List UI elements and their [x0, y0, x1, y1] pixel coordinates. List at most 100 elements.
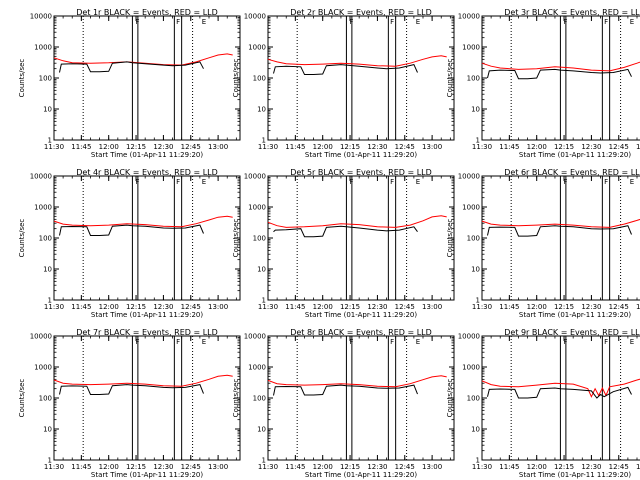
y-tick-label: 100: [467, 235, 480, 243]
x-tick-label: 12:45: [609, 143, 629, 151]
x-tick-label: 12:00: [527, 143, 547, 151]
x-tick-label: 11:45: [499, 303, 519, 311]
y-tick-label: 10: [43, 426, 52, 434]
marker-letter: F: [390, 338, 394, 346]
x-tick-label: 12:15: [554, 463, 574, 471]
marker-letter: F: [135, 338, 139, 346]
events-series-line: [273, 64, 418, 75]
panel-4: Det 4r BLACK = Events, RED = LLD 1 10 100 10…: [18, 168, 241, 319]
events-series-line: [487, 386, 632, 399]
x-tick-label: 12:00: [313, 463, 333, 471]
y-tick-label: 10: [471, 426, 480, 434]
x-axis-label: Start Time (01-Apr-11 11:29:20): [305, 311, 417, 319]
events-series-line: [59, 384, 204, 395]
y-tick-label: 1: [262, 457, 266, 465]
y-axis-label: Counts/sec: [232, 379, 240, 418]
x-axis-label: Start Time (01-Apr-11 11:29:20): [519, 471, 631, 479]
marker-letter: F: [604, 338, 608, 346]
x-tick-label: 11:45: [71, 463, 91, 471]
lld-series-line: [267, 215, 447, 228]
panel-3: Det 3r BLACK = Events, RED = LLD 1 10 100 10…: [446, 8, 640, 159]
marker-letter: F: [176, 178, 180, 186]
marker-letter: F: [176, 18, 180, 26]
x-tick-label: 12:30: [581, 463, 601, 471]
y-tick-label: 10000: [458, 333, 480, 341]
x-tick-label: 12:00: [527, 463, 547, 471]
x-tick-label: 13:00: [636, 303, 640, 311]
x-axis-label: Start Time (01-Apr-11 11:29:20): [91, 151, 203, 159]
x-tick-label: 13:00: [636, 463, 640, 471]
marker-letter: E: [416, 178, 420, 186]
x-tick-label: 12:15: [126, 143, 146, 151]
x-tick-label: 13:00: [208, 143, 228, 151]
y-tick-label: 100: [39, 395, 52, 403]
x-tick-label: 12:00: [99, 463, 119, 471]
x-tick-label: 12:00: [99, 303, 119, 311]
x-tick-label: 12:45: [395, 463, 415, 471]
events-series-line: [273, 384, 418, 396]
y-tick-label: 1: [48, 457, 52, 465]
panel-title: Det 6r BLACK = Events, RED = LLD: [504, 168, 640, 177]
y-tick-label: 10: [471, 266, 480, 274]
x-tick-label: 12:30: [581, 303, 601, 311]
marker-letter: F: [563, 18, 567, 26]
panel-5: Det 5r BLACK = Events, RED = LLD 1 10 100 10…: [232, 168, 455, 319]
y-axis-label: Counts/sec: [232, 59, 240, 98]
panel-8: Det 8r BLACK = Events, RED = LLD 1 10 100 10…: [232, 328, 455, 479]
x-tick-label: 12:15: [340, 463, 360, 471]
x-tick-label: 11:30: [44, 303, 64, 311]
x-tick-label: 13:00: [422, 463, 442, 471]
x-tick-label: 11:45: [499, 463, 519, 471]
x-tick-label: 12:30: [367, 143, 387, 151]
x-tick-label: 12:00: [313, 143, 333, 151]
x-tick-label: 11:30: [472, 463, 492, 471]
marker-letter: F: [604, 18, 608, 26]
y-axis-label: Counts/sec: [446, 219, 454, 258]
marker-letter: E: [630, 338, 634, 346]
x-tick-label: 13:00: [208, 463, 228, 471]
y-tick-label: 1000: [34, 364, 52, 372]
y-tick-label: 1000: [462, 44, 480, 52]
y-tick-label: 10000: [30, 13, 52, 21]
x-tick-label: 11:30: [44, 143, 64, 151]
y-tick-label: 10000: [30, 173, 52, 181]
y-tick-label: 100: [467, 395, 480, 403]
lld-series-line: [481, 218, 640, 228]
y-tick-label: 10000: [458, 173, 480, 181]
panel-2: Det 2r BLACK = Events, RED = LLD 1 10 100 10…: [232, 8, 455, 159]
marker-letter: F: [135, 18, 139, 26]
y-tick-label: 10000: [244, 333, 266, 341]
y-tick-label: 100: [39, 75, 52, 83]
x-tick-label: 11:45: [499, 143, 519, 151]
panel-7: Det 7r BLACK = Events, RED = LLD 1 10 100 10…: [18, 328, 241, 479]
x-axis-label: Start Time (01-Apr-11 11:29:20): [91, 471, 203, 479]
y-tick-label: 100: [39, 235, 52, 243]
x-tick-label: 12:45: [181, 303, 201, 311]
x-tick-label: 12:00: [527, 303, 547, 311]
lld-series-line: [53, 374, 233, 387]
y-tick-label: 1000: [34, 44, 52, 52]
x-tick-label: 11:30: [472, 303, 492, 311]
lld-series-line: [481, 61, 640, 72]
y-tick-label: 1: [48, 137, 52, 145]
x-tick-label: 11:30: [258, 143, 278, 151]
marker-letter: F: [604, 178, 608, 186]
x-tick-label: 12:30: [367, 463, 387, 471]
y-tick-label: 10000: [30, 333, 52, 341]
panel-title: Det 9r BLACK = Events, RED = LLD: [504, 328, 640, 337]
y-tick-label: 10000: [458, 13, 480, 21]
panel-title: Det 7r BLACK = Events, RED = LLD: [76, 328, 218, 337]
y-tick-label: 1: [476, 137, 480, 145]
x-tick-label: 11:45: [285, 303, 305, 311]
events-series-line: [59, 224, 204, 236]
y-axis-label: Counts/sec: [18, 59, 26, 98]
x-tick-label: 12:45: [181, 463, 201, 471]
x-tick-label: 13:00: [422, 303, 442, 311]
x-tick-label: 12:30: [153, 463, 173, 471]
x-tick-label: 12:30: [581, 143, 601, 151]
y-tick-label: 100: [467, 75, 480, 83]
y-tick-label: 10000: [244, 173, 266, 181]
lld-series-line: [267, 55, 447, 67]
